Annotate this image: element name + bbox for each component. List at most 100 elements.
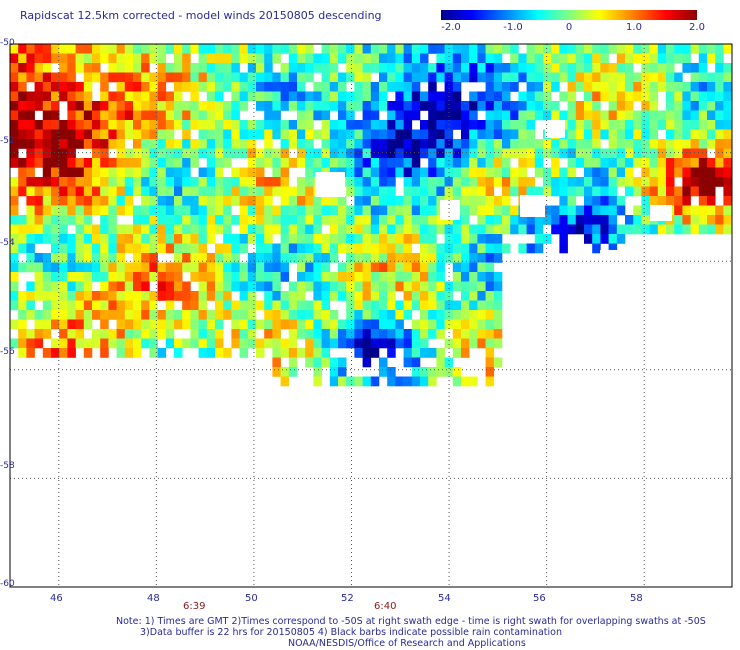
wind-cell bbox=[485, 300, 495, 311]
wind-cell bbox=[124, 319, 134, 330]
wind-cell bbox=[485, 243, 495, 254]
wind-cell bbox=[256, 101, 265, 111]
wind-cell bbox=[83, 158, 93, 168]
wind-cell bbox=[124, 243, 134, 254]
wind-cell bbox=[272, 367, 281, 377]
wind-cell bbox=[264, 120, 273, 130]
wind-cell bbox=[543, 215, 552, 225]
wind-cell bbox=[182, 148, 191, 159]
wind-cell bbox=[280, 376, 290, 387]
wind-cell bbox=[321, 310, 331, 320]
wind-cell bbox=[34, 148, 44, 159]
wind-cell bbox=[395, 338, 404, 349]
wind-cell bbox=[338, 148, 347, 159]
wind-cell bbox=[215, 63, 224, 73]
wind-cell bbox=[403, 44, 413, 54]
wind-cell bbox=[690, 158, 700, 168]
wind-cell bbox=[452, 319, 462, 330]
wind-cell bbox=[239, 53, 249, 64]
wind-cell bbox=[182, 291, 191, 301]
wind-cell bbox=[346, 234, 355, 244]
wind-cell bbox=[370, 243, 380, 254]
wind-cell bbox=[354, 234, 363, 244]
wind-cell bbox=[149, 196, 158, 206]
wind-cell bbox=[223, 205, 232, 216]
wind-cell bbox=[272, 167, 281, 178]
wind-cell bbox=[116, 120, 126, 130]
wind-cell bbox=[165, 44, 175, 54]
wind-cell bbox=[649, 148, 659, 159]
wind-cell bbox=[362, 167, 372, 178]
wind-cell bbox=[190, 139, 199, 149]
wind-cell bbox=[108, 205, 117, 216]
wind-cell bbox=[149, 177, 158, 187]
wind-cell bbox=[682, 205, 691, 216]
wind-cell bbox=[124, 300, 134, 311]
wind-cell bbox=[469, 72, 478, 83]
wind-cell bbox=[715, 205, 724, 216]
wind-cell bbox=[518, 167, 527, 178]
wind-cell bbox=[231, 215, 240, 225]
wind-cell bbox=[362, 253, 372, 263]
wind-cell bbox=[551, 139, 560, 149]
wind-cell bbox=[215, 196, 224, 206]
wind-cell bbox=[362, 91, 372, 102]
wind-cell bbox=[395, 129, 404, 140]
wind-cell bbox=[133, 253, 142, 263]
wind-cell bbox=[59, 338, 68, 349]
wind-cell bbox=[469, 53, 478, 64]
wind-cell bbox=[420, 376, 429, 387]
wind-cell bbox=[584, 110, 593, 121]
wind-cell bbox=[100, 129, 109, 140]
wind-cell bbox=[108, 243, 117, 254]
wind-cell bbox=[133, 148, 142, 159]
wind-cell bbox=[272, 215, 281, 225]
wind-cell bbox=[649, 110, 659, 121]
wind-cell bbox=[198, 300, 208, 311]
wind-cell bbox=[206, 186, 216, 197]
wind-cell bbox=[715, 158, 724, 168]
wind-cell bbox=[247, 262, 257, 273]
wind-cell bbox=[403, 63, 413, 73]
lon-label: 52 bbox=[341, 593, 354, 604]
wind-cell bbox=[223, 243, 232, 254]
wind-cell bbox=[477, 234, 486, 244]
wind-cell bbox=[354, 291, 363, 301]
wind-cell bbox=[436, 367, 445, 377]
wind-cell bbox=[715, 72, 724, 83]
wind-cell bbox=[420, 139, 429, 149]
wind-cell bbox=[674, 101, 683, 111]
wind-cell bbox=[157, 205, 167, 216]
wind-cell bbox=[526, 148, 536, 159]
lat-label: -56 bbox=[0, 347, 15, 357]
wind-cell bbox=[198, 63, 208, 73]
wind-cell bbox=[370, 291, 380, 301]
wind-cell bbox=[157, 91, 167, 102]
wind-cell bbox=[42, 120, 52, 130]
wind-cell bbox=[395, 63, 404, 73]
wind-cell bbox=[141, 281, 150, 292]
wind-cell bbox=[690, 63, 700, 73]
wind-cell bbox=[34, 91, 44, 102]
wind-cell bbox=[526, 186, 536, 197]
wind-cell bbox=[477, 243, 486, 254]
wind-cell bbox=[297, 281, 306, 292]
wind-cell bbox=[165, 224, 175, 235]
wind-cell bbox=[682, 177, 691, 187]
wind-cell bbox=[67, 63, 76, 73]
wind-cell bbox=[313, 82, 322, 92]
wind-cell bbox=[403, 120, 413, 130]
wind-cell bbox=[280, 310, 290, 320]
wind-cell bbox=[469, 91, 478, 102]
wind-cell bbox=[329, 319, 339, 330]
wind-cell bbox=[649, 120, 659, 130]
wind-cell bbox=[280, 234, 290, 244]
wind-cell bbox=[100, 348, 109, 358]
wind-cell bbox=[264, 110, 273, 121]
wind-cell bbox=[395, 44, 404, 54]
wind-cell bbox=[264, 196, 273, 206]
wind-cell bbox=[18, 186, 27, 197]
wind-cell bbox=[239, 300, 249, 311]
wind-cell bbox=[34, 329, 44, 339]
wind-cell bbox=[116, 101, 126, 111]
